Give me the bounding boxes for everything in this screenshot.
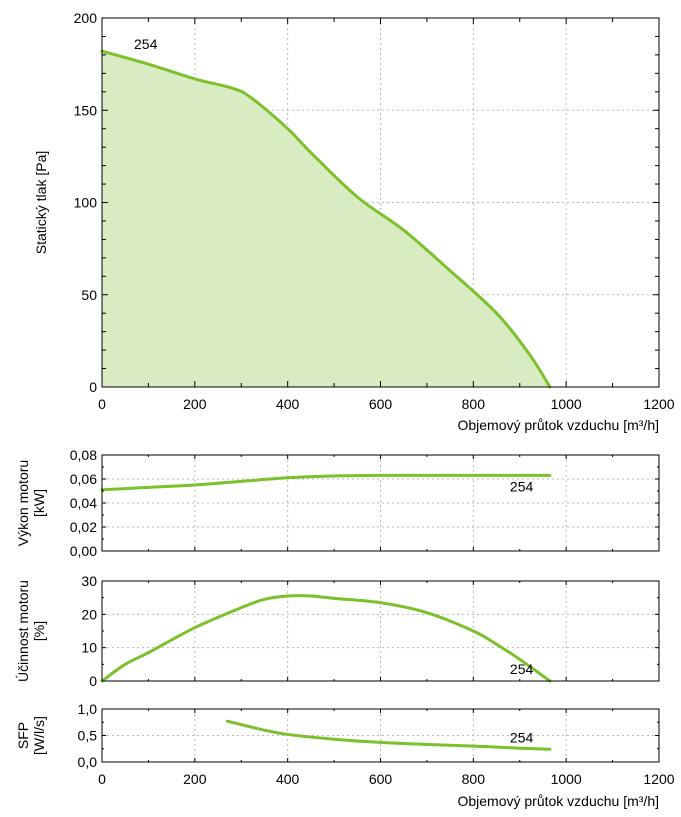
- y-tick-label: 150: [74, 102, 98, 118]
- x-tick-label: 1000: [551, 396, 582, 412]
- y-tick-label: 0: [89, 379, 97, 395]
- series-label: 254: [134, 36, 158, 52]
- x-tick-label: 200: [183, 396, 207, 412]
- x-axis-title: Objemový průtok vzduchu [m³/h]: [457, 793, 659, 809]
- series-label: 254: [510, 478, 534, 494]
- x-tick-label: 200: [183, 771, 207, 787]
- series-label: 254: [510, 729, 534, 745]
- x-tick-label: 0: [98, 771, 106, 787]
- chart-panel-pressure: 0 50 100 150 200 0 200 400 600 800 1000 1200 Objemov…: [33, 10, 675, 433]
- series-line-pressure: [100, 49, 552, 389]
- x-tick-label: 400: [276, 771, 300, 787]
- x-tick-label: 0: [98, 396, 106, 412]
- x-axis-title: Objemový průtok vzduchu [m³/h]: [457, 417, 659, 433]
- x-tick-label: 1000: [551, 771, 582, 787]
- x-tick-label: 400: [276, 396, 300, 412]
- series-line-power: [100, 473, 552, 492]
- y-tick-label: 200: [74, 10, 98, 26]
- x-tick-label: 800: [462, 771, 486, 787]
- x-tick-label: 1200: [643, 771, 674, 787]
- y-tick-label: 0,02: [70, 519, 97, 535]
- y-tick-label: 50: [81, 287, 97, 303]
- chart-panel-efficiency: 0 10 20 30 Účinnost motoru[%] 254: [15, 573, 660, 689]
- x-tick-label: 800: [462, 396, 486, 412]
- y-tick-label: 30: [81, 573, 97, 589]
- y-tick-label: 0,08: [70, 447, 97, 463]
- y-tick-label: 1,0: [78, 701, 98, 717]
- series-line-sfp: [225, 719, 552, 751]
- y-axis-title: Statický tlak [Pa]: [33, 151, 49, 254]
- x-tick-label: 1200: [643, 396, 674, 412]
- y-axis-title: Účinnost motoru[%]: [15, 580, 47, 682]
- chart-panel-power: 0,00 0,02 0,04 0,06 0,08 Výkon motoru[kW] 254: [15, 447, 660, 559]
- y-tick-label: 10: [81, 640, 97, 656]
- chart-panel-sfp: 0,0 0,5 1,0 0 200 400 600 800 1000 1200 Objemový p…: [15, 701, 675, 809]
- y-tick-label: 0,5: [78, 728, 98, 744]
- y-tick-label: 20: [81, 606, 97, 622]
- y-axis-title: Výkon motoru[kW]: [15, 460, 47, 546]
- series-label: 254: [510, 661, 534, 677]
- x-tick-label: 600: [369, 396, 393, 412]
- y-tick-label: 0,04: [70, 495, 97, 511]
- y-axis-title: SFP[W/l/s]: [15, 716, 47, 755]
- y-tick-label: 0,0: [78, 754, 98, 770]
- y-tick-label: 100: [74, 195, 98, 211]
- series-area-pressure: [102, 51, 550, 388]
- y-tick-label: 0,06: [70, 471, 97, 487]
- y-tick-label: 0,00: [70, 543, 97, 559]
- x-tick-label: 600: [369, 771, 393, 787]
- y-tick-label: 0: [89, 673, 97, 689]
- series-line-efficiency: [100, 594, 552, 683]
